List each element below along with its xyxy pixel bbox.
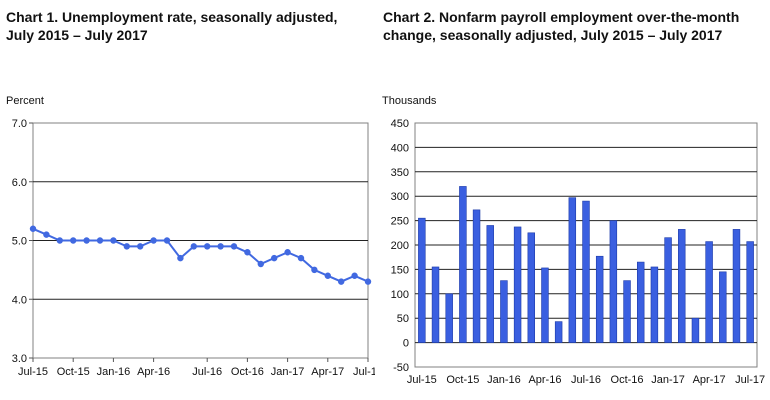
y-tick-label: 450	[391, 118, 409, 130]
x-tick-label: Apr-16	[137, 366, 170, 378]
data-point	[297, 254, 305, 262]
bar	[541, 267, 549, 343]
y-tick-label: 100	[391, 289, 409, 301]
data-point	[351, 272, 358, 279]
bar	[595, 255, 604, 343]
y-tick-label: 4.0	[12, 294, 27, 306]
y-axis-label: Thousands	[382, 95, 437, 107]
bar	[732, 229, 741, 343]
chart1-title: Chart 1. Unemployment rate, seasonally a…	[6, 8, 338, 44]
y-tick-label: 250	[391, 216, 409, 228]
chart1-title-line1: Chart 1. Unemployment rate, seasonally a…	[6, 9, 338, 25]
data-point	[123, 243, 130, 250]
bar	[431, 266, 440, 343]
data-point	[110, 237, 117, 244]
data-point	[284, 249, 291, 256]
x-tick-label: Jan-17	[651, 374, 685, 386]
x-tick-label: Oct-15	[446, 374, 479, 386]
y-tick-label: 50	[397, 313, 409, 325]
x-tick-label: Oct-16	[231, 366, 264, 378]
y-tick-label: 300	[391, 191, 409, 203]
bar	[691, 317, 700, 343]
data-point	[150, 237, 157, 244]
data-point	[96, 237, 104, 244]
bar	[719, 271, 727, 343]
bar	[513, 226, 522, 343]
y-tick-label: 200	[391, 240, 409, 252]
data-point	[163, 237, 171, 244]
unemployment-line-chart: Percent 3.0 4.0 5.0 6.0 7.0 Jul-15 Oct-15 Jan-16…	[6, 95, 375, 378]
chart1-title-line2: July 2015 – July 2017	[6, 27, 148, 43]
bar	[459, 186, 467, 343]
bar	[486, 225, 494, 343]
x-tick-label: Apr-16	[528, 374, 561, 386]
x-tick-label: Oct-16	[611, 374, 644, 386]
y-tick-label: 5.0	[12, 236, 27, 248]
bar	[678, 229, 686, 343]
payroll-bar-chart: Thousands -50 0 50 100 150 200 250 300 350 400 450 J…	[382, 95, 765, 386]
x-tick-label: Jan-16	[487, 374, 521, 386]
data-point	[338, 278, 345, 285]
x-tick-label: Jul-15	[407, 374, 437, 386]
bar	[527, 232, 536, 343]
data-point	[204, 243, 211, 250]
bar	[418, 217, 426, 343]
data-point	[217, 243, 224, 250]
bar	[568, 197, 577, 343]
y-tick-label: -50	[393, 362, 409, 374]
data-point	[271, 254, 278, 262]
data-point	[70, 237, 77, 244]
x-tick-label: Oct-15	[57, 366, 90, 378]
x-tick-label: Jan-17	[271, 366, 305, 378]
x-tick-label: Jan-16	[97, 366, 131, 378]
bar	[664, 237, 672, 343]
bar	[705, 241, 713, 343]
bar	[554, 321, 563, 343]
data-point	[43, 231, 50, 238]
bar	[746, 241, 754, 343]
data-point	[311, 266, 318, 274]
x-tick-label: Jul-17	[735, 374, 765, 386]
bar	[609, 220, 618, 343]
data-point	[190, 243, 197, 250]
bar	[445, 293, 453, 343]
x-tick-label: Jul-16	[192, 366, 222, 378]
y-tick-label: 3.0	[12, 353, 27, 365]
chart2-title-line1: Chart 2. Nonfarm payroll employment over…	[383, 9, 740, 25]
x-tick-label: Jul-17	[353, 366, 375, 378]
y-tick-label: 350	[391, 167, 409, 179]
chart2-title-line2: change, seasonally adjusted, July 2015 –…	[383, 27, 723, 43]
x-tick-label: Jul-16	[571, 374, 601, 386]
y-tick-label: 7.0	[12, 118, 27, 130]
data-point	[364, 278, 372, 285]
data-point	[137, 243, 144, 250]
data-point	[324, 272, 331, 279]
y-tick-label: 400	[391, 142, 409, 154]
data-point	[230, 243, 238, 250]
y-tick-label: 6.0	[12, 177, 27, 189]
x-tick-label: Apr-17	[693, 374, 726, 386]
data-point	[244, 249, 251, 256]
data-point	[29, 225, 37, 232]
data-point	[257, 260, 264, 268]
bar	[636, 261, 645, 343]
bar	[500, 280, 508, 343]
bar	[623, 280, 631, 343]
bar	[582, 200, 590, 343]
data-point	[83, 237, 90, 244]
bar	[650, 266, 659, 343]
data-point	[56, 237, 63, 244]
y-tick-label: 0	[403, 338, 409, 350]
chart2-title: Chart 2. Nonfarm payroll employment over…	[383, 8, 763, 44]
x-tick-label: Jul-15	[18, 366, 48, 378]
data-point	[177, 254, 184, 262]
y-tick-label: 150	[391, 264, 409, 276]
bar	[472, 209, 481, 343]
x-tick-label: Apr-17	[311, 366, 344, 378]
y-axis-label: Percent	[6, 95, 44, 107]
